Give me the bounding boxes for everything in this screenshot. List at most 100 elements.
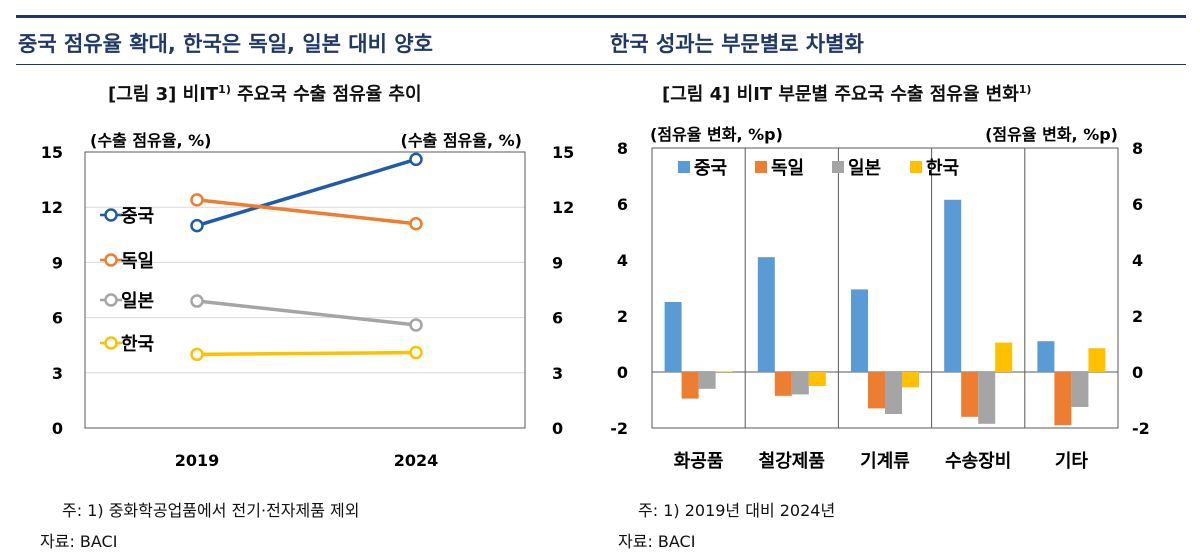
left-section-title: 중국 점유율 확대, 한국은 독일, 일본 대비 양호 — [18, 32, 433, 56]
x-tick-label: 수송장비 — [945, 451, 1011, 472]
series-line-1 — [196, 198, 417, 226]
figure4-title: [그림 4] 비IT 부문별 주요국 수출 점유율 변화1) — [662, 80, 1031, 106]
bar-독일 — [961, 372, 979, 417]
right-section-title: 한국 성과는 부문별로 차별화 — [610, 32, 864, 56]
left-source: 자료: BACI — [40, 532, 118, 551]
bar-독일 — [1054, 372, 1072, 426]
figure3-title-rest: 주요국 수출 점유율 추이 — [230, 84, 422, 105]
y-tick-label-right: 0 — [1132, 363, 1143, 382]
figure4-title-sup: 1) — [1018, 83, 1032, 96]
bar-일본 — [698, 372, 716, 389]
bar-한국 — [902, 372, 919, 388]
bar-중국 — [664, 302, 682, 372]
line-chart: (수출 점유율, %) (수출 점유율, %) 0 0 3 3 6 6 9 9 12 12 15 15 20… — [41, 131, 575, 470]
legend-marker-0 — [104, 208, 118, 222]
legend-label-0: 중국 — [694, 158, 727, 179]
y-tick-label-left: 0 — [617, 363, 628, 382]
legend-label-0: 중국 — [121, 206, 154, 227]
y-tick-label-right: 6 — [1132, 195, 1143, 214]
right-axis-unit-label: (수출 점유율, %) — [401, 131, 522, 150]
figure3-title: [그림 3] 비IT1) 주요국 수출 점유율 추이 — [108, 80, 422, 106]
bar-중국 — [944, 199, 962, 372]
legend-swatch-3 — [910, 161, 922, 173]
left-axis-unit-label: (수출 점유율, %) — [90, 131, 211, 150]
legend-swatch-2 — [832, 161, 844, 173]
y-tick-label-right: 6 — [552, 309, 563, 328]
right-source: 자료: BACI — [618, 532, 696, 551]
data-point — [409, 318, 423, 332]
y-tick-label-right: 4 — [1132, 251, 1143, 270]
y-tick-label-left: 9 — [52, 253, 63, 272]
y-tick-label-left: -2 — [610, 419, 628, 438]
bar-일본 — [791, 372, 809, 395]
data-point — [190, 347, 204, 362]
bar-독일 — [774, 372, 792, 396]
legend-marker-1 — [104, 253, 118, 267]
data-point — [409, 345, 423, 360]
legend-label-2: 일본 — [848, 158, 881, 179]
data-point — [190, 193, 204, 207]
y-tick-label-right: -2 — [1132, 419, 1150, 438]
y-tick-label-left: 12 — [41, 198, 63, 217]
section-rule — [16, 64, 1186, 65]
data-point — [409, 217, 423, 231]
y-tick-label-left: 6 — [52, 309, 63, 328]
bar-중국 — [757, 257, 775, 372]
legend-label-3: 한국 — [121, 334, 154, 355]
left-axis-unit-label: (점유율 변화, %p) — [650, 125, 783, 144]
y-tick-label-left: 8 — [617, 139, 628, 158]
data-point — [409, 152, 423, 167]
y-tick-label-left: 3 — [52, 364, 63, 383]
series-line-3 — [196, 350, 417, 357]
bar-한국 — [995, 342, 1013, 372]
plot-area-frame — [84, 151, 526, 429]
y-tick-label-right: 8 — [1132, 139, 1143, 158]
top-rule — [16, 15, 1186, 18]
figure4-title-main: [그림 4] 비IT 부문별 주요국 수출 점유율 변화 — [662, 84, 1019, 105]
legend-label-1: 독일 — [121, 251, 154, 272]
legend-marker-3 — [104, 336, 118, 350]
legend-swatch-0 — [678, 161, 690, 173]
right-note: 주: 1) 2019년 대비 2024년 — [638, 501, 836, 520]
y-tick-label-right: 9 — [552, 253, 563, 272]
legend-label-1: 독일 — [771, 158, 804, 179]
bar-chart: (점유율 변화, %p) (점유율 변화, %p) -2 -2 0 0 2 2 4 4 6 6 8 8 화공… — [610, 125, 1150, 472]
figure3-title-main: [그림 3] 비IT — [108, 84, 219, 105]
bar-한국 — [715, 371, 733, 372]
left-note: 주: 1) 중화학공업품에서 전기·전자제품 제외 — [62, 501, 360, 520]
right-axis-unit-label: (점유율 변화, %p) — [985, 125, 1118, 144]
y-tick-label-left: 6 — [617, 195, 628, 214]
legend-marker-2 — [104, 293, 118, 307]
x-tick-label: 철강제품 — [759, 451, 825, 472]
y-tick-label-left: 15 — [41, 143, 63, 162]
y-tick-label-right: 2 — [1132, 307, 1143, 326]
series-line-0 — [196, 157, 417, 228]
y-tick-label-right: 12 — [552, 198, 574, 217]
legend-label-3: 한국 — [926, 158, 959, 179]
legend-swatch-1 — [755, 161, 767, 173]
bar-일본 — [1071, 372, 1089, 407]
bar-한국 — [1088, 348, 1106, 372]
bar-독일 — [681, 372, 699, 399]
data-point — [190, 294, 204, 308]
y-tick-label-left: 2 — [617, 307, 628, 326]
series-line-2 — [196, 299, 417, 327]
x-tick-label: 기타 — [1055, 451, 1089, 472]
bar-중국 — [851, 289, 868, 372]
y-tick-label-left: 4 — [617, 251, 628, 270]
x-tick-label: 2019 — [175, 451, 220, 470]
figure3-title-sup: 1) — [218, 83, 231, 96]
legend-label-2: 일본 — [121, 291, 154, 312]
x-tick-label: 화공품 — [674, 451, 724, 472]
bar-한국 — [808, 372, 826, 386]
data-point — [190, 218, 204, 233]
x-tick-label: 2024 — [394, 451, 439, 470]
y-tick-label-right: 15 — [552, 143, 574, 162]
bar-중국 — [1037, 341, 1055, 372]
plot-area-frame — [651, 147, 1119, 429]
x-tick-label: 기계류 — [860, 451, 910, 472]
y-tick-label-right: 3 — [552, 364, 563, 383]
bar-일본 — [978, 372, 996, 424]
bar-일본 — [885, 372, 902, 414]
bar-독일 — [868, 372, 885, 409]
